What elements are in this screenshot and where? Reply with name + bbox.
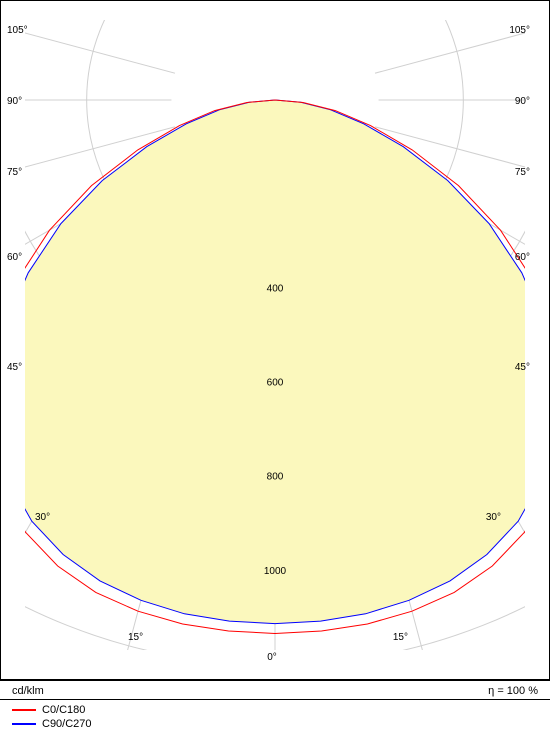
efficiency-label: η = 100 % [488,685,538,697]
svg-text:1000: 1000 [264,566,287,577]
svg-text:30°: 30° [486,512,501,523]
svg-text:105°: 105° [509,25,530,36]
svg-text:30°: 30° [35,512,50,523]
svg-text:105°: 105° [7,25,28,36]
legend-item: C0/C180 [12,704,538,716]
svg-text:45°: 45° [7,362,22,373]
svg-text:60°: 60° [515,252,530,263]
legend-item: C90/C270 [12,718,538,730]
svg-text:60°: 60° [7,252,22,263]
svg-text:75°: 75° [515,167,530,178]
svg-text:15°: 15° [393,632,408,643]
chart-footer: cd/klm η = 100 % [0,680,550,700]
legend-label: C0/C180 [42,704,85,716]
svg-text:800: 800 [267,472,284,483]
svg-text:0°: 0° [267,652,277,663]
svg-text:90°: 90° [515,96,530,107]
svg-text:600: 600 [267,378,284,389]
legend-label: C90/C270 [42,718,92,730]
svg-text:90°: 90° [7,96,22,107]
polar-photometric-chart: 400 600 800 1000 105° 105° 90° 90° 75° 75° 60° 60° 4… [0,0,550,680]
svg-text:400: 400 [267,283,284,294]
legend-swatch [12,709,36,711]
units-label: cd/klm [12,685,44,697]
legend-swatch [12,723,36,725]
svg-text:75°: 75° [7,167,22,178]
svg-text:15°: 15° [128,632,143,643]
legend: C0/C180 C90/C270 [0,700,550,734]
svg-text:45°: 45° [515,362,530,373]
